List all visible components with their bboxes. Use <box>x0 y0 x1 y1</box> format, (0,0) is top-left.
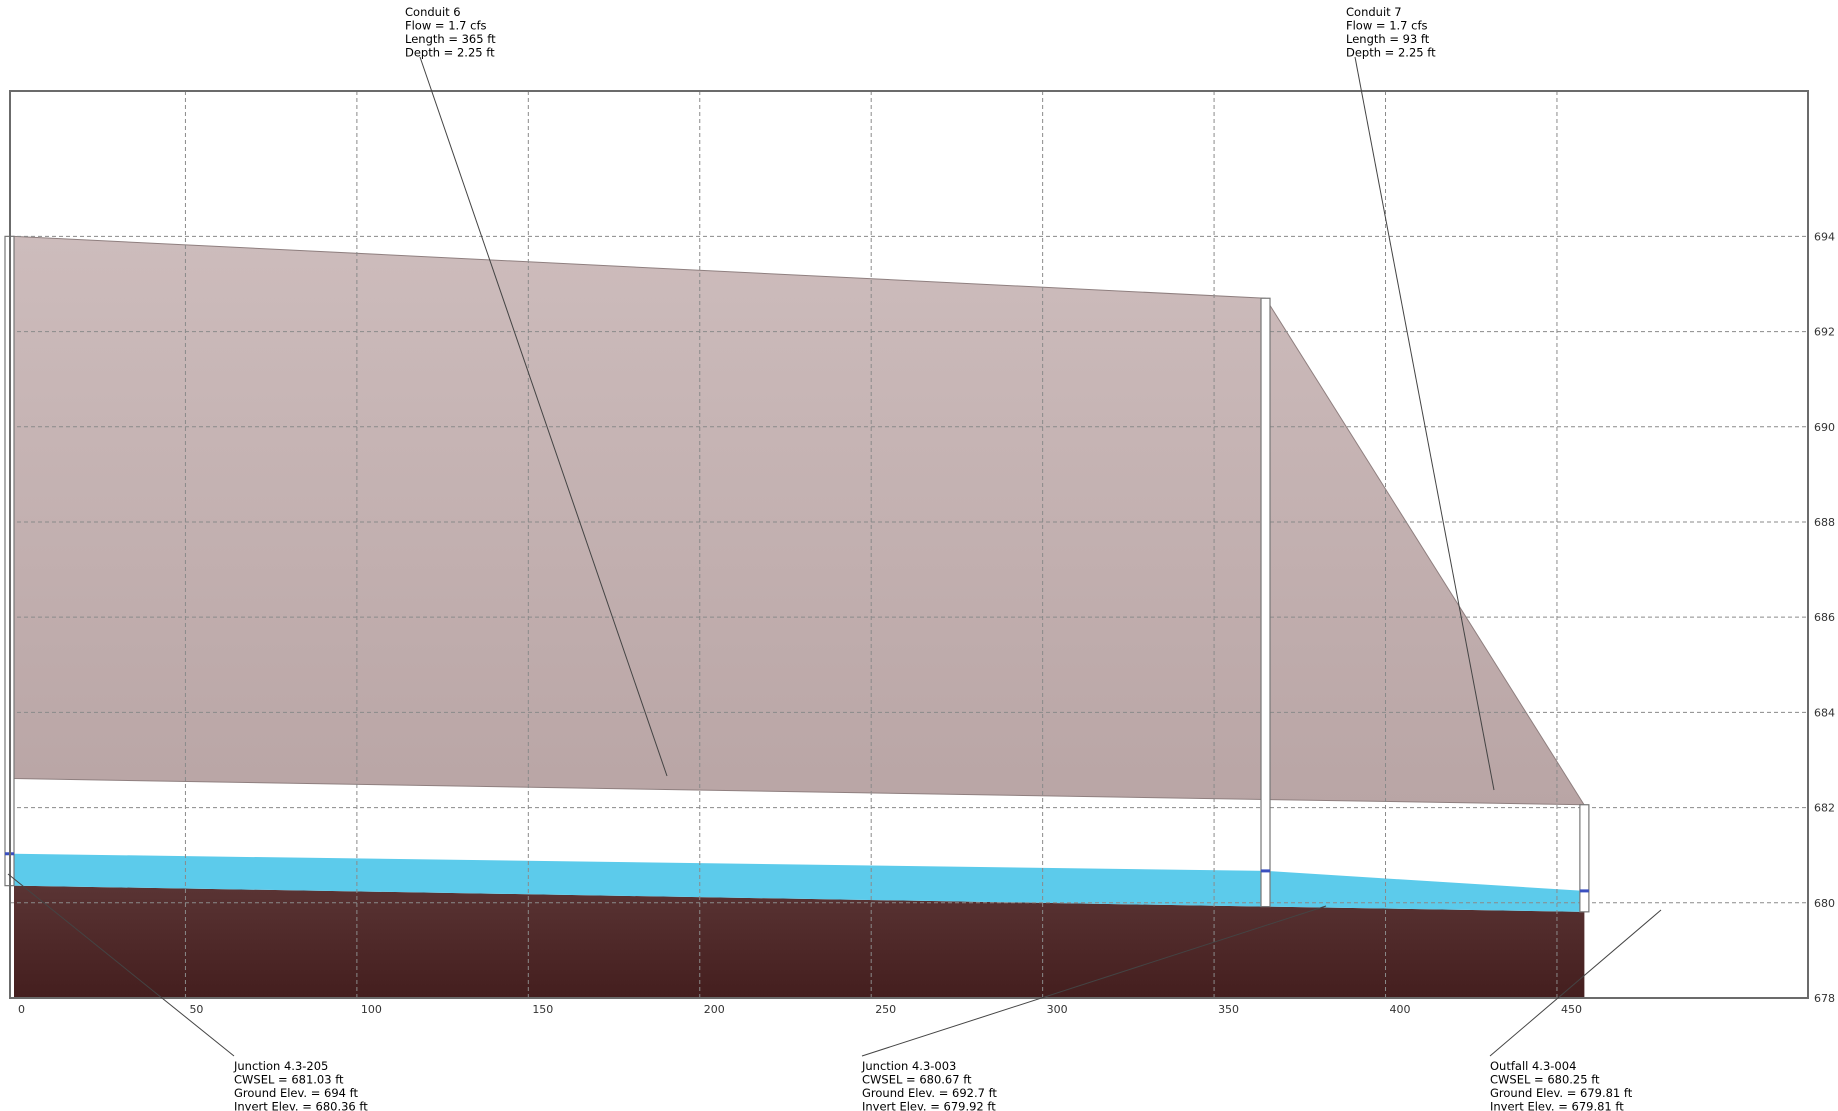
y-tick-label: 694 <box>1814 230 1835 243</box>
callout-line: Flow = 1.7 cfs <box>405 19 487 33</box>
tick-labels: 0 50 100 150 200 250 300 350 400 450 678 680 682 684 6… <box>18 230 1835 1016</box>
callout-line: Conduit 6 <box>405 5 461 19</box>
callout-line: CWSEL = 680.67 ft <box>862 1073 972 1087</box>
callout-line: Depth = 2.25 ft <box>1346 46 1436 60</box>
y-tick-label: 692 <box>1814 326 1835 339</box>
x-tick-label: 0 <box>18 1003 25 1016</box>
y-tick-label: 690 <box>1814 421 1835 434</box>
leader-line <box>1489 909 1662 1057</box>
plot-frame <box>9 90 1809 999</box>
x-tick-label: 300 <box>1047 1003 1068 1016</box>
callout-line: Junction 4.3-003 <box>861 1059 956 1073</box>
callout-line: Depth = 2.25 ft <box>405 46 495 60</box>
callout-line: Ground Elev. = 679.81 ft <box>1490 1086 1633 1100</box>
callout-line: Conduit 7 <box>1346 5 1402 19</box>
callout-line: Ground Elev. = 694 ft <box>234 1086 358 1100</box>
callout-line: Length = 365 ft <box>405 32 496 46</box>
leader-line <box>1354 56 1495 791</box>
soil-area <box>14 885 1585 998</box>
callout-line: Invert Elev. = 679.92 ft <box>862 1100 996 1111</box>
manhole-structure <box>1579 804 1590 913</box>
x-tick-label: 450 <box>1561 1003 1582 1016</box>
x-tick-label: 150 <box>532 1003 553 1016</box>
callout-line: CWSEL = 680.25 ft <box>1490 1073 1600 1087</box>
leader-line <box>419 56 668 777</box>
y-tick-label: 686 <box>1814 611 1835 624</box>
leader-line <box>861 905 1327 1057</box>
callout-line: Length = 93 ft <box>1346 32 1430 46</box>
callout-line: Ground Elev. = 692.7 ft <box>862 1086 997 1100</box>
x-tick-label: 400 <box>1390 1003 1411 1016</box>
callout-line: CWSEL = 681.03 ft <box>234 1073 344 1087</box>
gridlines <box>10 91 1808 998</box>
callout-line: Outfall 4.3-004 <box>1490 1059 1576 1073</box>
y-tick-label: 678 <box>1814 992 1835 1005</box>
y-tick-label: 684 <box>1814 706 1835 719</box>
callout-line: Invert Elev. = 679.81 ft <box>1490 1100 1624 1111</box>
callout-line: Junction 4.3-205 <box>233 1059 328 1073</box>
x-tick-label: 350 <box>1218 1003 1239 1016</box>
manhole-structure <box>1260 297 1271 908</box>
callout-line: Flow = 1.7 cfs <box>1346 19 1428 33</box>
x-tick-label: 250 <box>875 1003 896 1016</box>
leader-line <box>7 873 235 1057</box>
water-surface-area <box>14 853 1585 912</box>
callout-line: Invert Elev. = 680.36 ft <box>234 1100 368 1111</box>
x-tick-label: 100 <box>361 1003 382 1016</box>
y-tick-label: 688 <box>1814 516 1835 529</box>
y-tick-label: 680 <box>1814 897 1835 910</box>
x-tick-label: 200 <box>704 1003 725 1016</box>
x-tick-label: 50 <box>189 1003 203 1016</box>
y-tick-label: 682 <box>1814 802 1835 815</box>
